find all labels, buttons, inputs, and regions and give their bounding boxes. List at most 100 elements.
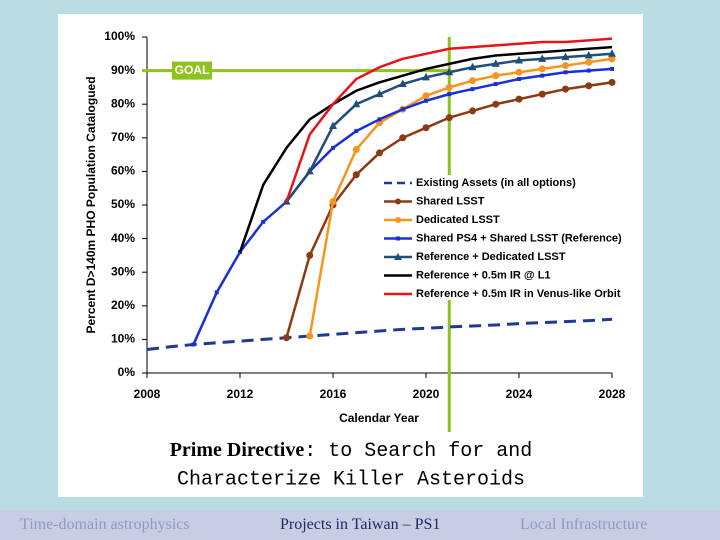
footer-item[interactable]: Time-domain astrophysics: [20, 516, 190, 533]
point: [261, 219, 266, 224]
point: [562, 85, 569, 93]
point: [399, 134, 407, 142]
point: [608, 49, 616, 57]
y-tick-label: 50%: [111, 197, 135, 211]
point: [469, 77, 476, 85]
series-line: [238, 45, 613, 253]
y-tick-label: 80%: [111, 96, 135, 110]
x-axis-title: Calendar Year: [339, 411, 419, 425]
x-tick-label: 2020: [413, 387, 440, 401]
point: [400, 107, 405, 112]
point: [561, 52, 570, 61]
point: [586, 68, 591, 73]
point: [562, 62, 569, 70]
x-tick-label: 2028: [599, 387, 626, 401]
point: [306, 332, 314, 340]
caption-rest: : to Search for and: [304, 440, 532, 463]
point: [331, 145, 335, 150]
goal-label: GOAL: [175, 63, 210, 77]
x-tick-label: 2012: [227, 387, 254, 401]
y-tick-label: 70%: [111, 130, 135, 144]
point: [422, 124, 430, 132]
legend-label: Existing Assets (in all options): [416, 177, 576, 189]
point: [445, 67, 454, 76]
footer-item[interactable]: Local Infrastructure: [520, 516, 648, 533]
point: [375, 89, 384, 98]
x-tick-label: 2016: [320, 387, 347, 401]
goal-box: [172, 61, 212, 80]
point: [352, 171, 360, 179]
legend-marker: [396, 236, 400, 241]
point: [492, 72, 500, 80]
point: [538, 54, 547, 62]
y-tick-label: 0%: [118, 365, 136, 379]
y-tick-label: 30%: [111, 264, 135, 278]
point: [492, 100, 500, 108]
point: [445, 114, 453, 122]
y-tick-label: 10%: [111, 332, 135, 346]
point: [306, 251, 314, 259]
point: [538, 90, 546, 98]
legend-marker: [394, 253, 402, 260]
point: [470, 87, 475, 92]
series-line: [146, 317, 613, 351]
point: [468, 62, 477, 71]
footer-item[interactable]: Projects in Taiwan – PS1: [280, 516, 441, 533]
legend-label: Shared PS4 + Shared LSST (Reference): [416, 232, 622, 244]
point: [563, 70, 568, 75]
point: [538, 65, 546, 73]
point: [422, 92, 430, 100]
point: [305, 166, 314, 175]
point: [515, 68, 523, 76]
point: [191, 342, 196, 347]
point: [445, 83, 453, 91]
caption-line1: Prime Directive: to Search for and: [170, 439, 533, 464]
point: [515, 56, 523, 64]
point: [283, 334, 290, 342]
legend-label: Reference + Dedicated LSST: [416, 251, 566, 263]
point: [515, 95, 523, 103]
point: [469, 107, 476, 115]
x-tick-label: 2024: [506, 387, 533, 401]
legend-marker: [395, 198, 401, 205]
caption-line2: Characterize Killer Asteroids: [177, 468, 525, 491]
point: [376, 149, 383, 157]
point: [377, 117, 382, 122]
series-line: [285, 37, 613, 203]
point: [493, 82, 498, 87]
legend-label: Reference + 0.5m IR @ L1: [416, 269, 551, 281]
point: [329, 198, 337, 206]
legend: [375, 175, 627, 300]
point: [214, 290, 219, 295]
point: [354, 129, 359, 134]
point: [491, 59, 500, 67]
point: [610, 66, 614, 71]
point: [398, 79, 407, 88]
point: [424, 98, 428, 103]
point: [608, 55, 616, 63]
y-tick-label: 20%: [111, 298, 135, 312]
point: [608, 78, 616, 86]
x-tick-label: 2008: [134, 387, 161, 401]
legend-label: Reference + 0.5m IR in Venus-like Orbit: [416, 288, 621, 300]
legend-label: Shared LSST: [416, 195, 485, 207]
point: [585, 82, 593, 90]
footer: Time-domain astrophysics Projects in Tai…: [0, 510, 720, 540]
y-tick-label: 60%: [111, 164, 135, 178]
y-tick-label: 40%: [111, 231, 135, 245]
point: [584, 50, 593, 59]
point: [352, 99, 361, 108]
point: [540, 73, 545, 78]
y-axis-title: Percent D>140m PHO Population Catalogued: [84, 76, 98, 333]
legend-label: Dedicated LSST: [416, 214, 500, 226]
point: [585, 58, 593, 66]
point: [447, 92, 452, 97]
series-line: [308, 57, 613, 337]
point: [352, 146, 360, 154]
y-tick-label: 90%: [111, 63, 135, 77]
point: [422, 72, 430, 81]
point: [517, 77, 521, 81]
caption-bold: Prime Directive: [170, 439, 305, 461]
y-tick-label: 100%: [104, 29, 135, 43]
